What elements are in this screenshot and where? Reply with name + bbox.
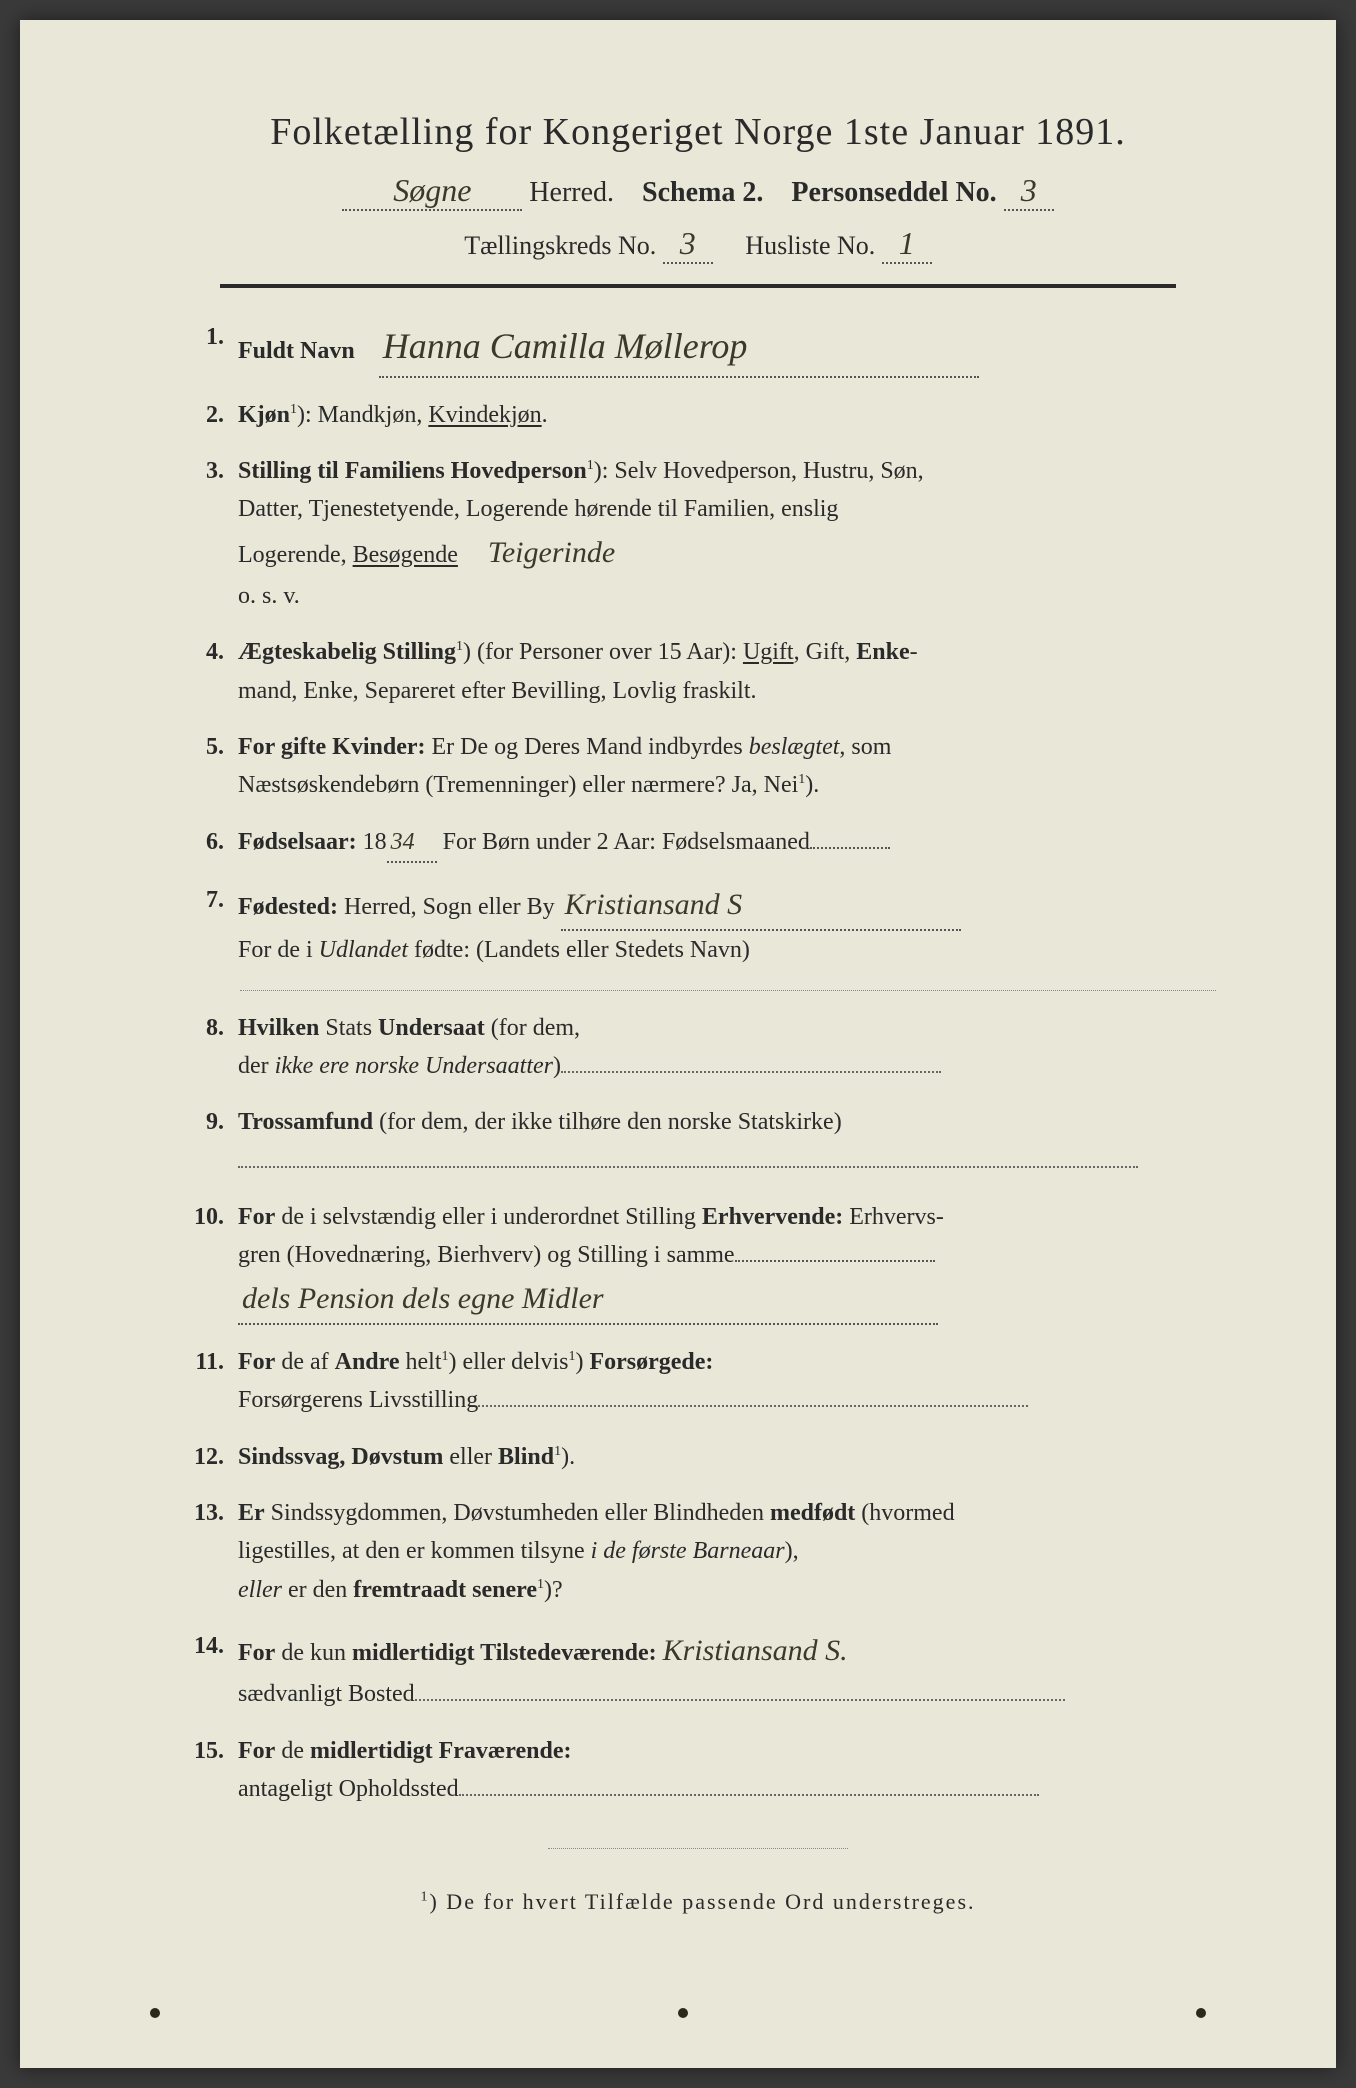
entry-13: 13. Er Sindssygdommen, Døvstumheden elle…	[190, 1494, 1216, 1609]
entry-content: For gifte Kvinder: Er De og Deres Mand i…	[238, 728, 1216, 805]
entry-7: 7. Fødested: Herred, Sogn eller By Krist…	[190, 881, 1216, 969]
entry-11: 11. For de af Andre helt1) eller delvis1…	[190, 1343, 1216, 1420]
entry-10: 10. For de i selvstændig eller i underor…	[190, 1198, 1216, 1325]
entry-num: 5.	[190, 728, 238, 805]
entry-content: For de midlertidigt Fraværende: antageli…	[238, 1732, 1216, 1809]
pinhole-right	[1196, 2008, 1206, 2018]
footnote-rule	[548, 1848, 848, 1849]
entry-2: 2. Kjøn1): Mandkjøn, Kvindekjøn.	[190, 396, 1216, 434]
header-rule	[220, 284, 1176, 288]
entry-content: Hvilken Stats Undersaat (for dem, der ik…	[238, 1009, 1216, 1086]
entries-list: 1. Fuldt Navn Hanna Camilla Møllerop 2. …	[180, 318, 1216, 1808]
fodested-value: Kristiansand S	[561, 881, 961, 931]
entry-content: For de kun midlertidigt Tilstedeværende:…	[238, 1627, 1216, 1713]
entry-content: Sindssvag, Døvstum eller Blind1).	[238, 1438, 1216, 1476]
entry-num: 3.	[190, 452, 238, 615]
entry-14: 14. For de kun midlertidigt Tilstedevære…	[190, 1627, 1216, 1713]
entry-num: 2.	[190, 396, 238, 434]
entry-8: 8. Hvilken Stats Undersaat (for dem, der…	[190, 1009, 1216, 1086]
herred-value: Søgne	[342, 172, 522, 211]
bosted-value: Kristiansand S.	[663, 1634, 848, 1667]
entry-content: Stilling til Familiens Hovedperson1): Se…	[238, 452, 1216, 615]
entry-num: 8.	[190, 1009, 238, 1086]
entry-6: 6. Fødselsaar: 1834 For Børn under 2 Aar…	[190, 823, 1216, 863]
stilling-handwritten: Teigerinde	[488, 536, 615, 569]
entry-num: 9.	[190, 1103, 238, 1180]
herred-label: Herred.	[529, 177, 614, 208]
year-value: 34	[387, 823, 437, 863]
pinhole-left	[150, 2008, 160, 2018]
husliste-no: 1	[882, 225, 932, 264]
schema-label: Schema 2.	[642, 177, 763, 208]
entry-content: Ægteskabelig Stilling1) (for Personer ov…	[238, 633, 1216, 710]
entry-num: 15.	[190, 1732, 238, 1809]
entry-content: Fødselsaar: 1834 For Børn under 2 Aar: F…	[238, 823, 1216, 863]
entry-content: Fødested: Herred, Sogn eller By Kristian…	[238, 881, 1216, 969]
pinhole-center	[678, 2008, 688, 2018]
personseddel-no: 3	[1004, 172, 1054, 211]
entry-num: 12.	[190, 1438, 238, 1476]
entry-num: 7.	[190, 881, 238, 969]
entry-content: Fuldt Navn Hanna Camilla Møllerop	[238, 318, 1216, 378]
fuldt-navn-value: Hanna Camilla Møllerop	[379, 318, 979, 378]
erhverv-value: dels Pension dels egne Midler	[238, 1275, 938, 1325]
section-divider	[240, 990, 1216, 991]
entry-4: 4. Ægteskabelig Stilling1) (for Personer…	[190, 633, 1216, 710]
entry-content: For de af Andre helt1) eller delvis1) Fo…	[238, 1343, 1216, 1420]
form-header: Folketælling for Kongeriget Norge 1ste J…	[180, 110, 1216, 264]
form-title: Folketælling for Kongeriget Norge 1ste J…	[180, 110, 1216, 154]
entry-content: Kjøn1): Mandkjøn, Kvindekjøn.	[238, 396, 1216, 434]
entry-num: 4.	[190, 633, 238, 710]
entry-num: 11.	[190, 1343, 238, 1420]
entry-num: 6.	[190, 823, 238, 863]
header-line-3: Tællingskreds No. 3 Husliste No. 1	[180, 225, 1216, 264]
personseddel-label: Personseddel No.	[791, 177, 996, 208]
entry-content: For de i selvstændig eller i underordnet…	[238, 1198, 1216, 1325]
census-form-page: Folketælling for Kongeriget Norge 1ste J…	[20, 20, 1336, 2068]
kreds-no: 3	[663, 225, 713, 264]
footnote: 1) De for hvert Tilfælde passende Ord un…	[180, 1889, 1216, 1915]
husliste-label: Husliste No.	[745, 231, 875, 260]
entry-12: 12. Sindssvag, Døvstum eller Blind1).	[190, 1438, 1216, 1476]
entry-5: 5. For gifte Kvinder: Er De og Deres Man…	[190, 728, 1216, 805]
entry-content: Trossamfund (for dem, der ikke tilhøre d…	[238, 1103, 1216, 1180]
kreds-label: Tællingskreds No.	[464, 231, 656, 260]
entry-3: 3. Stilling til Familiens Hovedperson1):…	[190, 452, 1216, 615]
entry-num: 14.	[190, 1627, 238, 1713]
entry-15: 15. For de midlertidigt Fraværende: anta…	[190, 1732, 1216, 1809]
entry-num: 1.	[190, 318, 238, 378]
entry-num: 10.	[190, 1198, 238, 1325]
entry-1: 1. Fuldt Navn Hanna Camilla Møllerop	[190, 318, 1216, 378]
entry-9: 9. Trossamfund (for dem, der ikke tilhør…	[190, 1103, 1216, 1180]
entry-num: 13.	[190, 1494, 238, 1609]
entry-content: Er Sindssygdommen, Døvstumheden eller Bl…	[238, 1494, 1216, 1609]
header-line-2: Søgne Herred. Schema 2. Personseddel No.…	[180, 172, 1216, 211]
